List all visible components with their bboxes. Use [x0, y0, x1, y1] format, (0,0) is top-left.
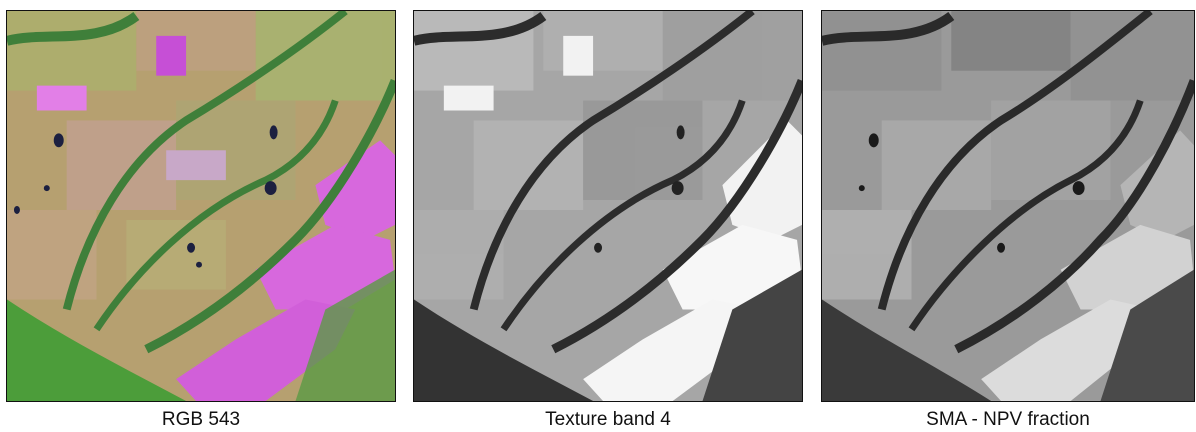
sma-npv-fraction-image — [821, 10, 1195, 402]
texture-band-4-image — [413, 10, 803, 402]
texture-band-4-scene — [414, 11, 802, 401]
sma-npv-fraction-scene — [822, 11, 1194, 401]
caption-texture-band-4: Texture band 4 — [545, 409, 671, 430]
caption-rgb-543: RGB 543 — [161, 409, 241, 430]
caption-sma-npv-fraction: SMA - NPV fraction — [926, 409, 1090, 430]
rgb-543-scene — [7, 11, 395, 401]
rgb-543-image — [6, 10, 396, 402]
